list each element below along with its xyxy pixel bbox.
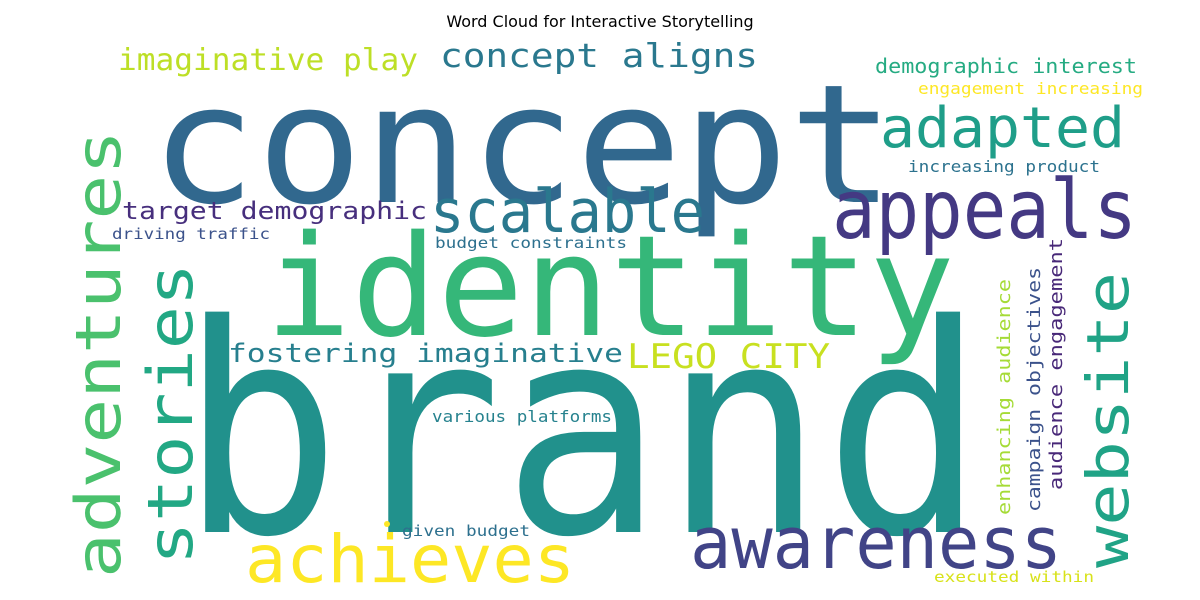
- word-increasing-product: increasing product: [908, 157, 1100, 176]
- word-executed-within: executed within: [934, 568, 1094, 586]
- word-achieves: achieves: [245, 521, 575, 598]
- word-driving-traffic: driving traffic: [112, 225, 270, 243]
- word-scalable: scalable: [430, 177, 705, 247]
- chart-title: Word Cloud for Interactive Storytelling: [446, 12, 754, 31]
- word-fostering-imaginative: fostering imaginative: [228, 339, 623, 369]
- word-adventures: adventures: [62, 130, 135, 578]
- word-identity: identity: [265, 206, 955, 369]
- word-various-platforms: various platforms: [432, 407, 612, 426]
- word-concept: concept: [150, 49, 895, 241]
- word-budget-constraints: budget constraints: [435, 234, 627, 252]
- word-dot: [384, 521, 390, 527]
- word-enhancing-audience: enhancing audience: [994, 279, 1015, 515]
- word-campaign-objectives: campaign objectives: [1024, 267, 1045, 512]
- word-brand: brand: [180, 264, 985, 600]
- word-engagement-increasing: engagement increasing: [918, 79, 1143, 98]
- word-adapted: adapted: [880, 96, 1125, 161]
- word-concept-aligns: concept aligns: [440, 36, 758, 75]
- word-stories: stories: [134, 263, 207, 565]
- word-given-budget: given budget: [402, 522, 530, 540]
- word-audience-engagement: audience engagement: [1046, 238, 1067, 490]
- word-website: website: [1074, 272, 1142, 568]
- word-lego-city: LEGO CITY: [627, 337, 830, 377]
- word-appeals: appeals: [832, 163, 1137, 258]
- word-demographic-interest: demographic interest: [875, 54, 1137, 78]
- word-target-demographic: target demographic: [122, 197, 427, 225]
- word-imaginative-play: imaginative play: [118, 43, 418, 78]
- word-awareness: awareness: [690, 501, 1062, 585]
